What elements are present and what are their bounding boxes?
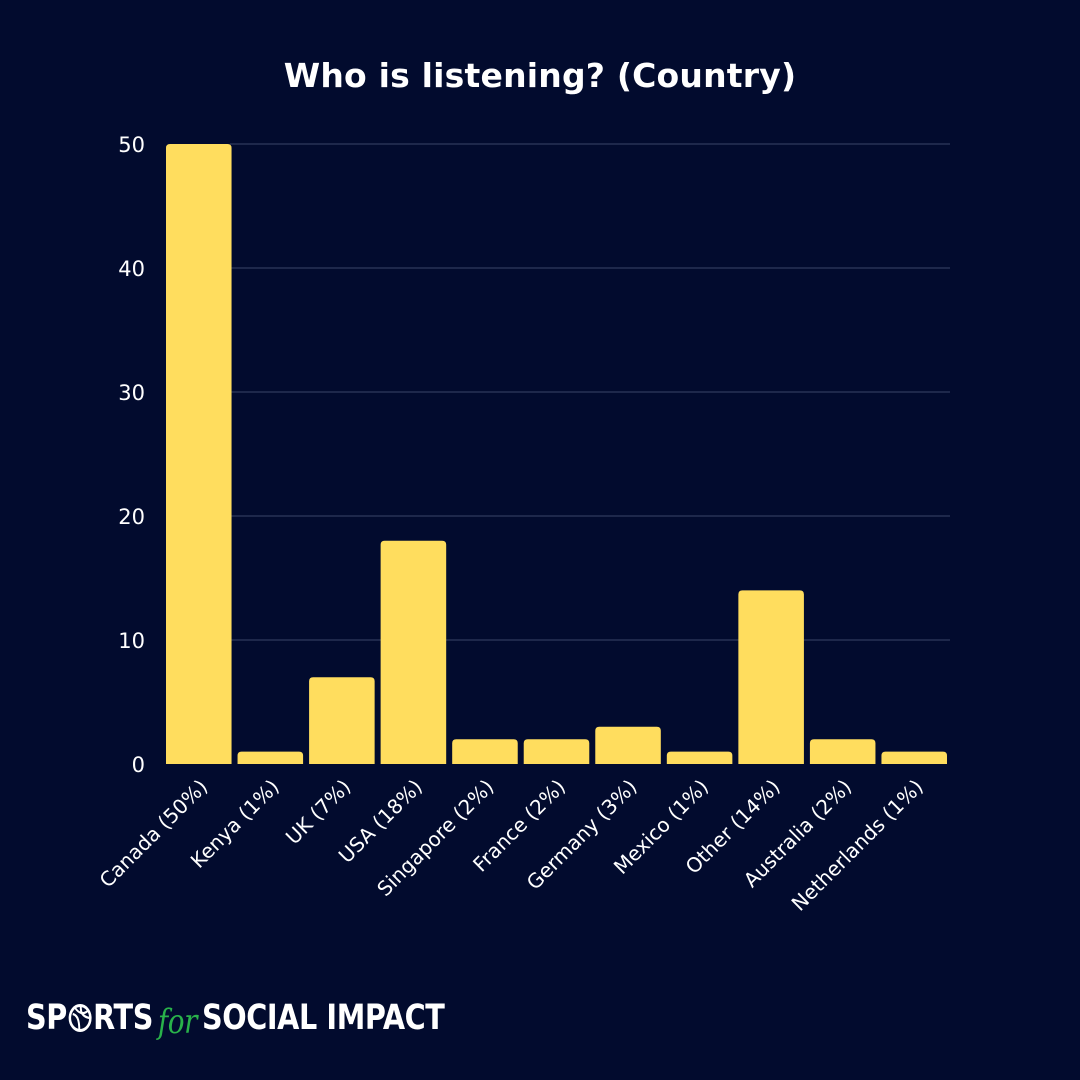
chart-title: Who is listening? (Country) [283, 56, 797, 95]
bar-8 [738, 590, 804, 764]
bar-3 [380, 540, 447, 764]
y-tick-label: 50 [118, 133, 145, 157]
x-category-label: Netherlands (1%) [787, 775, 928, 916]
soccer-ball-icon [68, 1004, 92, 1032]
bar-2 [309, 677, 375, 764]
y-tick-label: 0 [132, 753, 145, 777]
bar-10 [881, 751, 947, 764]
logo-text-social-impact: SOCIAL IMPACT [202, 998, 445, 1038]
y-tick-label: 20 [118, 505, 145, 529]
logo-wordmark: SP RTS for SOCIAL IMPACT [26, 994, 445, 1042]
bar-4 [452, 739, 518, 764]
bar-7 [666, 751, 733, 764]
x-category-label: UK (7%) [281, 775, 356, 850]
logo-text-rts: RTS [93, 998, 153, 1038]
bar-0 [166, 144, 232, 764]
logo-text-for: for [157, 1002, 198, 1042]
bar-9 [809, 739, 876, 764]
logo-text-sp: SP [26, 998, 67, 1038]
y-tick-label: 40 [118, 257, 145, 281]
y-tick-label: 10 [118, 629, 145, 653]
x-category-label: Canada (50%) [95, 775, 213, 893]
y-tick-label: 30 [118, 381, 145, 405]
bar-1 [237, 751, 304, 764]
sports-for-social-impact-logo: SP RTS for SOCIAL IMPACT [26, 990, 536, 1046]
bar-6 [595, 726, 661, 764]
bar-5 [523, 739, 590, 764]
